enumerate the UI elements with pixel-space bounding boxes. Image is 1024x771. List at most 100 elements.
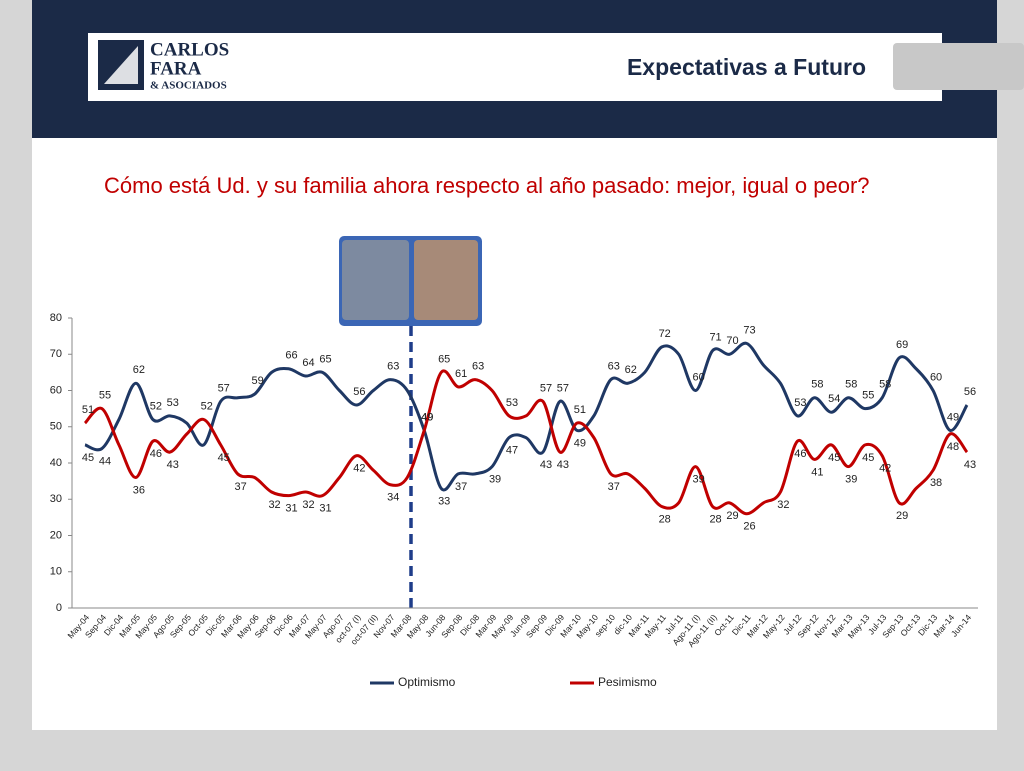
- y-tick-label: 70: [50, 348, 62, 360]
- data-label: 56: [353, 386, 365, 398]
- data-label: 70: [726, 335, 738, 347]
- y-tick-label: 10: [50, 566, 62, 578]
- data-label: 51: [82, 404, 94, 416]
- logo-mark-stripes: [104, 46, 138, 84]
- header-bar: [88, 33, 942, 101]
- data-label: 29: [726, 510, 738, 522]
- data-label: 28: [709, 513, 721, 525]
- data-label: 45: [862, 452, 874, 464]
- data-label: 43: [964, 459, 976, 471]
- data-label: 61: [455, 368, 467, 380]
- photo: [342, 240, 409, 320]
- data-label: 36: [133, 484, 145, 496]
- data-label: 63: [472, 361, 484, 373]
- data-label: 59: [251, 375, 263, 387]
- data-label: 34: [387, 492, 399, 504]
- data-label: 57: [218, 382, 230, 394]
- data-label: 51: [574, 404, 586, 416]
- data-label: 49: [421, 411, 433, 423]
- data-label: 57: [540, 382, 552, 394]
- question: Cómo está Ud. y su familia ahora respect…: [104, 173, 870, 198]
- question-box: Cómo está Ud. y su familia ahora respect…: [104, 173, 870, 198]
- data-label: 56: [964, 386, 976, 398]
- data-label: 65: [438, 353, 450, 365]
- legend-label: Optimismo: [398, 675, 456, 689]
- data-label: 32: [777, 499, 789, 511]
- data-label: 63: [608, 361, 620, 373]
- data-label: 57: [557, 382, 569, 394]
- data-label: 66: [285, 350, 297, 362]
- data-label: 48: [947, 441, 959, 453]
- side-tab: [893, 43, 1024, 90]
- data-label: 43: [540, 459, 552, 471]
- data-label: 38: [930, 477, 942, 489]
- data-label: 65: [319, 353, 331, 365]
- data-label: 45: [828, 452, 840, 464]
- data-label: 72: [659, 328, 671, 340]
- data-label: 31: [319, 503, 331, 515]
- data-label: 53: [506, 397, 518, 409]
- data-label: 42: [353, 463, 365, 475]
- data-label: 53: [794, 397, 806, 409]
- data-label: 32: [268, 499, 280, 511]
- data-label: 62: [133, 364, 145, 376]
- data-label: 52: [201, 400, 213, 412]
- data-label: 47: [506, 445, 518, 457]
- data-label: 58: [879, 379, 891, 391]
- data-label: 73: [743, 324, 755, 336]
- data-label: 55: [862, 390, 874, 402]
- data-label: 64: [302, 357, 314, 369]
- data-label: 54: [828, 393, 840, 405]
- data-label: 58: [811, 379, 823, 391]
- data-label: 45: [218, 452, 230, 464]
- data-label: 62: [625, 364, 637, 376]
- data-label: 49: [947, 411, 959, 423]
- y-tick-label: 50: [50, 421, 62, 433]
- y-tick-label: 20: [50, 529, 62, 541]
- y-tick-label: 0: [56, 602, 62, 614]
- data-label: 42: [879, 463, 891, 475]
- y-tick-label: 30: [50, 493, 62, 505]
- data-label: 60: [930, 371, 942, 383]
- data-label: 37: [608, 481, 620, 493]
- data-label: 29: [896, 510, 908, 522]
- data-label: 45: [82, 452, 94, 464]
- legend-label: Pesimismo: [598, 675, 657, 689]
- data-label: 49: [421, 411, 433, 423]
- logo-text: CARLOS: [150, 39, 229, 60]
- data-label: 53: [167, 397, 179, 409]
- logo-text: & ASOCIADOS: [150, 80, 227, 92]
- data-label: 44: [99, 455, 111, 467]
- data-label: 60: [692, 371, 704, 383]
- data-label: 46: [794, 448, 806, 460]
- data-label: 31: [285, 503, 297, 515]
- data-label: 58: [845, 379, 857, 391]
- data-label: 37: [455, 481, 467, 493]
- data-label: 41: [811, 466, 823, 478]
- line: [83, 369, 969, 516]
- slide-title: Expectativas a Futuro: [627, 54, 866, 80]
- y-tick-label: 80: [50, 312, 62, 324]
- data-label: 63: [387, 361, 399, 373]
- logo-text: FARA: [150, 58, 202, 79]
- y-tick-label: 40: [50, 457, 62, 469]
- data-label: 43: [557, 459, 569, 471]
- data-label: 43: [167, 459, 179, 471]
- line: [84, 341, 969, 492]
- y-tick-label: 60: [50, 384, 62, 396]
- data-label: 46: [150, 448, 162, 460]
- data-label: 49: [574, 437, 586, 449]
- data-label: 52: [150, 400, 162, 412]
- data-label: 71: [709, 332, 721, 344]
- data-label: 69: [896, 339, 908, 351]
- data-label: 26: [743, 521, 755, 533]
- photo: [414, 240, 478, 320]
- data-label: 39: [489, 474, 501, 486]
- data-label: 28: [659, 513, 671, 525]
- data-label: 55: [99, 390, 111, 402]
- data-label: 39: [692, 474, 704, 486]
- data-label: 39: [845, 474, 857, 486]
- data-label: 37: [235, 481, 247, 493]
